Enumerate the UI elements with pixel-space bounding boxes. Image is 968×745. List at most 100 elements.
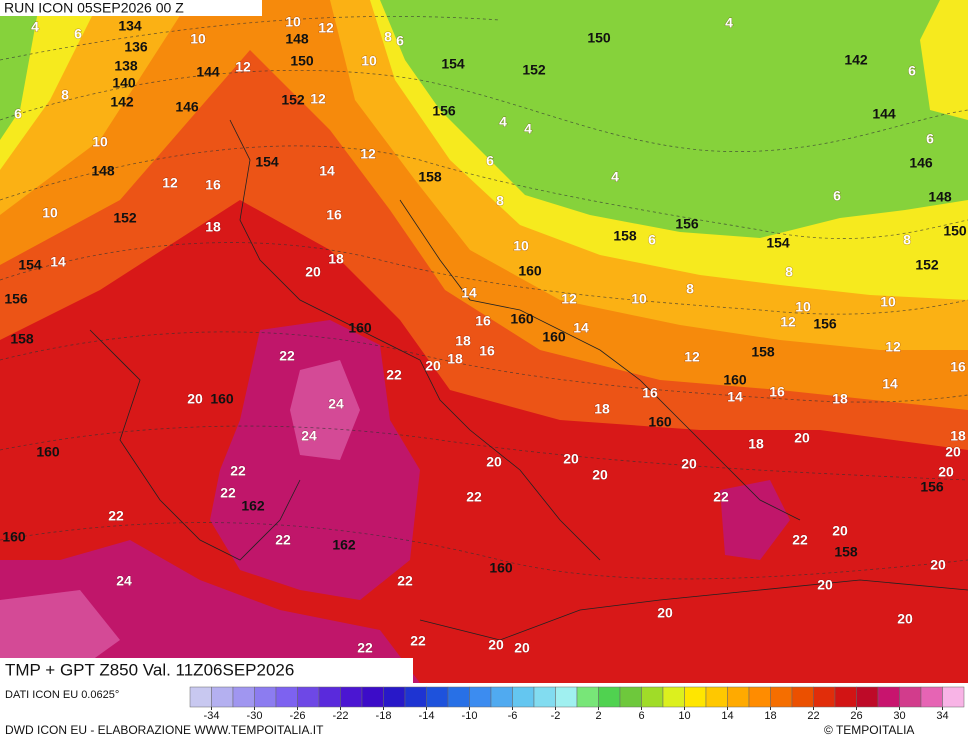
colorbar-swatch (361, 686, 384, 708)
geopotential-label: 160 (2, 529, 26, 545)
geopotential-label: 154 (18, 257, 42, 273)
geopotential-label: 156 (4, 291, 28, 307)
geopotential-label: 156 (813, 316, 837, 332)
temperature-label: 12 (780, 314, 796, 330)
temperature-label: 6 (648, 232, 656, 248)
geopotential-label: 148 (928, 189, 952, 205)
temperature-label: 10 (631, 291, 647, 307)
temperature-label: 20 (486, 454, 502, 470)
temperature-label: 22 (397, 573, 413, 589)
temperature-label: 14 (727, 389, 743, 405)
temperature-label: 24 (301, 428, 317, 444)
geopotential-label: 142 (110, 94, 134, 110)
temperature-label: 20 (305, 264, 321, 280)
geopotential-label: 160 (489, 560, 513, 576)
temperature-label: 18 (328, 251, 344, 267)
temperature-label: 20 (817, 577, 833, 593)
temperature-label: 12 (310, 91, 326, 107)
temperature-label: 16 (642, 385, 658, 401)
geopotential-label: 152 (113, 210, 137, 226)
temperature-label: 16 (769, 384, 785, 400)
colorbar-swatch (727, 686, 750, 708)
colorbar-tick-label: -26 (290, 710, 306, 722)
temperature-label: 10 (361, 53, 377, 69)
temperature-label: 22 (466, 489, 482, 505)
colorbar-swatch (254, 686, 277, 708)
colorbar-tick-label: -22 (333, 710, 349, 722)
colorbar-swatch (383, 686, 406, 708)
colorbar-swatch (490, 686, 513, 708)
copyright-label: © TEMPOITALIA (824, 723, 914, 737)
temperature-label: 14 (319, 163, 335, 179)
temperature-label: 22 (713, 489, 729, 505)
geopotential-label: 150 (290, 53, 314, 69)
geopotential-label: 148 (285, 31, 309, 47)
temperature-label: 18 (205, 219, 221, 235)
map-labels: 4 6 13413613814014210144146121014812150810… (2, 13, 967, 656)
colorbar-swatch (770, 686, 793, 708)
colorbar-tick-label: -10 (462, 710, 478, 722)
colorbar-tick-label: 6 (638, 710, 644, 722)
geopotential-label: 162 (332, 537, 356, 553)
temperature-label: 18 (748, 436, 764, 452)
temperature-label: 20 (681, 456, 697, 472)
temperature-label: 12 (561, 291, 577, 307)
geopotential-label: 156 (920, 479, 944, 495)
region-yellow (920, 0, 968, 120)
geopotential-label: 144 (196, 64, 220, 80)
source-label: DATI ICON EU 0.0625° (5, 689, 119, 701)
temperature-label: 20 (657, 605, 673, 621)
temperature-label: 10 (285, 14, 301, 30)
temperature-label: 10 (92, 134, 108, 150)
temperature-label: 18 (455, 333, 471, 349)
colorbar-swatch (684, 686, 707, 708)
temperature-label: 6 (396, 33, 404, 49)
colorbar-swatch (920, 686, 943, 708)
colorbar-tick-label: 34 (936, 710, 948, 722)
temperature-label: 22 (108, 508, 124, 524)
temperature-label: 24 (116, 573, 132, 589)
run-box (0, 0, 262, 16)
temperature-label: 20 (938, 464, 954, 480)
geopotential-label: 156 (675, 216, 699, 232)
colorbar-swatch (813, 686, 836, 708)
temperature-label: 20 (187, 391, 203, 407)
colorbar-tick-label: 30 (893, 710, 905, 722)
colorbar-swatch (447, 686, 470, 708)
geopotential-label: 158 (751, 344, 775, 360)
colorbar-tick-label: -34 (204, 710, 220, 722)
colorbar-swatch (340, 686, 363, 708)
geopotential-label: 160 (36, 444, 60, 460)
geopotential-label: 146 (175, 99, 199, 115)
temperature-label: 8 (903, 232, 911, 248)
temperature-label: 16 (479, 343, 495, 359)
geopotential-label: 140 (112, 75, 136, 91)
temperature-label: 8 (785, 264, 793, 280)
temperature-label: 6 (14, 106, 22, 122)
colorbar: -34 -30 -26 -22 -18 -14 -10 -6 -2 2 6 10 14 18 22 26 30 3… (189, 686, 965, 722)
temperature-label: 20 (945, 444, 961, 460)
temperature-label: 14 (882, 376, 898, 392)
coastlines (89, 119, 968, 641)
map-title: TMP + GPT Z850 Val. 11Z06SEP2026 (5, 660, 294, 679)
geopotential-label: 144 (872, 106, 896, 122)
geopotential-label: 150 (587, 30, 611, 46)
temperature-label: 4 (725, 15, 733, 31)
temperature-label: 4 (524, 121, 532, 137)
temperature-label: 22 (230, 463, 246, 479)
colorbar-swatch (404, 686, 427, 708)
temperature-label: 8 (496, 193, 504, 209)
geopotential-label: 146 (909, 155, 933, 171)
geopotential-label: 142 (844, 52, 868, 68)
temperature-label: 4 (499, 114, 507, 130)
temperature-label: 8 (686, 281, 694, 297)
temperature-label: 6 (908, 63, 916, 79)
temperature-label: 22 (220, 485, 236, 501)
temperature-label: 24 (328, 396, 344, 412)
geopotential-label: 152 (915, 257, 939, 273)
geopotential-label: 160 (348, 320, 372, 336)
geopotential-label: 150 (943, 223, 967, 239)
temperature-label: 14 (573, 320, 589, 336)
temperature-label: 16 (326, 207, 342, 223)
